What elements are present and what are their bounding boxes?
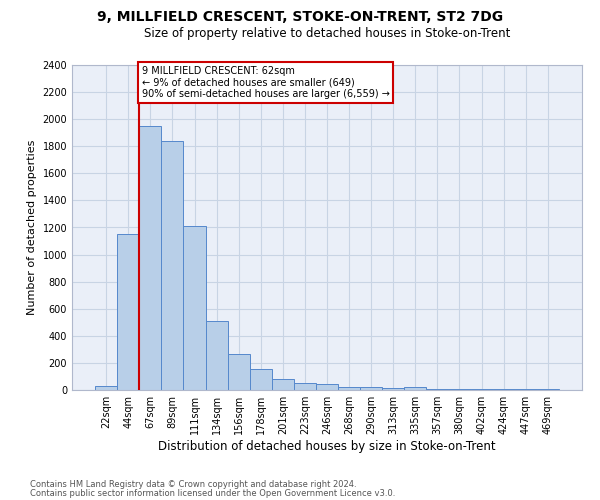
Bar <box>338 388 360 390</box>
Text: 9 MILLFIELD CRESCENT: 62sqm
← 9% of detached houses are smaller (649)
90% of sem: 9 MILLFIELD CRESCENT: 62sqm ← 9% of deta… <box>142 66 389 99</box>
Bar <box>95 386 117 390</box>
Bar <box>117 234 139 390</box>
Text: Contains public sector information licensed under the Open Government Licence v3: Contains public sector information licen… <box>30 489 395 498</box>
Y-axis label: Number of detached properties: Number of detached properties <box>27 140 37 315</box>
Title: Size of property relative to detached houses in Stoke-on-Trent: Size of property relative to detached ho… <box>144 27 510 40</box>
Bar <box>404 388 427 390</box>
Bar <box>294 383 316 390</box>
Bar <box>250 369 272 390</box>
Bar <box>272 379 294 390</box>
Text: 9, MILLFIELD CRESCENT, STOKE-ON-TRENT, ST2 7DG: 9, MILLFIELD CRESCENT, STOKE-ON-TRENT, S… <box>97 10 503 24</box>
Bar <box>206 321 227 390</box>
Bar <box>227 354 250 390</box>
Bar <box>360 386 382 390</box>
Bar <box>184 226 206 390</box>
Text: Contains HM Land Registry data © Crown copyright and database right 2024.: Contains HM Land Registry data © Crown c… <box>30 480 356 489</box>
Bar <box>316 384 338 390</box>
Bar <box>161 141 184 390</box>
Bar <box>139 126 161 390</box>
X-axis label: Distribution of detached houses by size in Stoke-on-Trent: Distribution of detached houses by size … <box>158 440 496 453</box>
Bar <box>382 388 404 390</box>
